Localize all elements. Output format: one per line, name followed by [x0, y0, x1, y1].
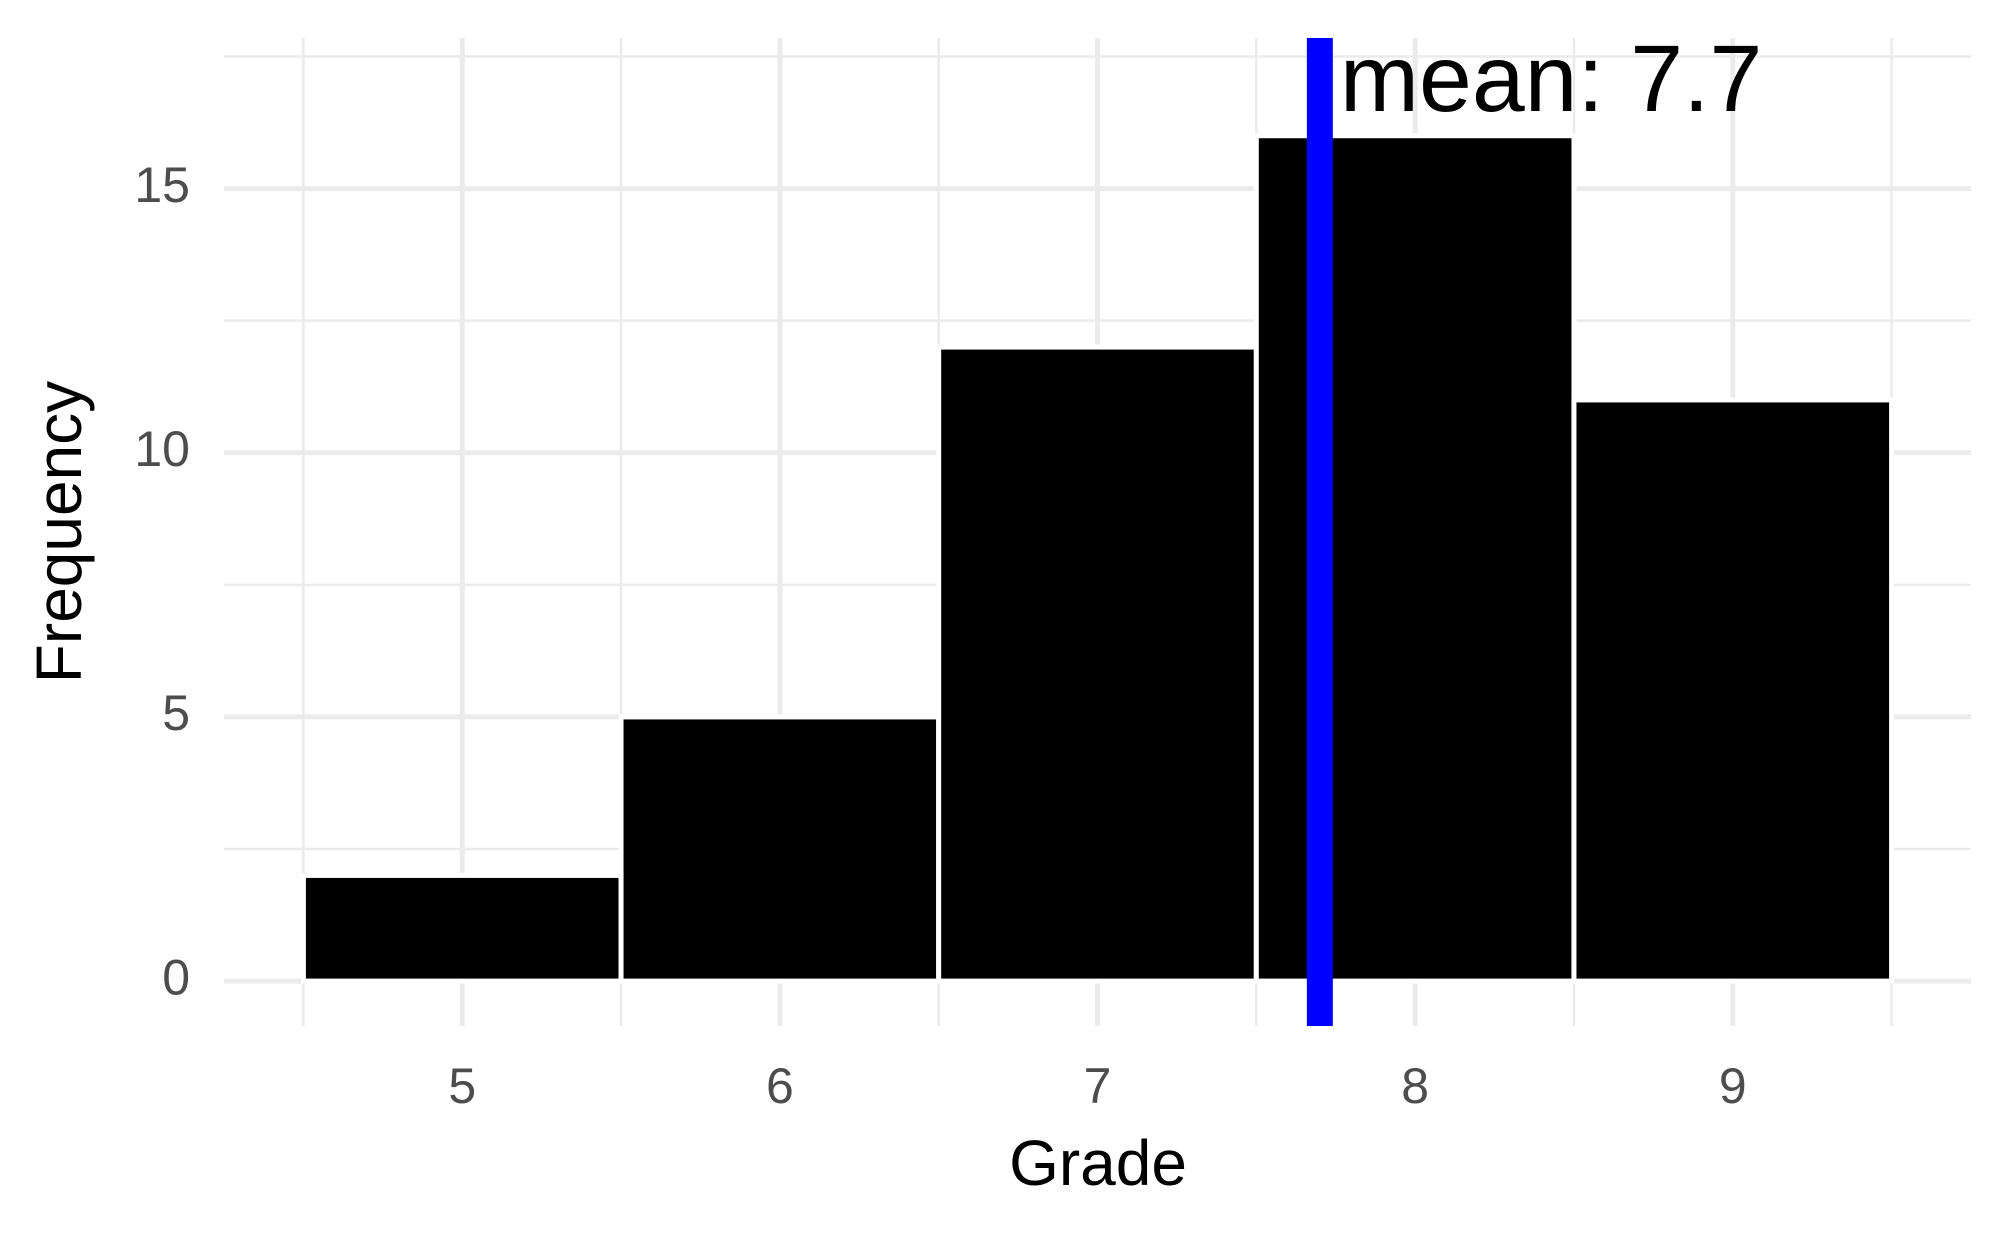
bar — [1571, 397, 1895, 984]
x-tick-label: 8 — [1401, 1058, 1429, 1114]
bar — [618, 714, 942, 984]
x-axis-title: Grade — [1009, 1127, 1187, 1199]
y-tick-label: 10 — [134, 421, 190, 477]
y-tick-label: 0 — [162, 949, 190, 1005]
x-tick-label: 5 — [448, 1058, 476, 1114]
y-tick-label: 5 — [162, 685, 190, 741]
bar — [936, 344, 1259, 984]
y-tick-label: 15 — [134, 157, 190, 213]
x-tick-label: 6 — [766, 1058, 794, 1114]
bar — [300, 872, 624, 984]
bar — [1253, 133, 1577, 984]
y-axis-title: Frequency — [23, 381, 95, 683]
mean-annotation: mean: 7.7 — [1340, 26, 1763, 132]
x-tick-label: 7 — [1084, 1058, 1112, 1114]
x-tick-label: 9 — [1719, 1058, 1747, 1114]
